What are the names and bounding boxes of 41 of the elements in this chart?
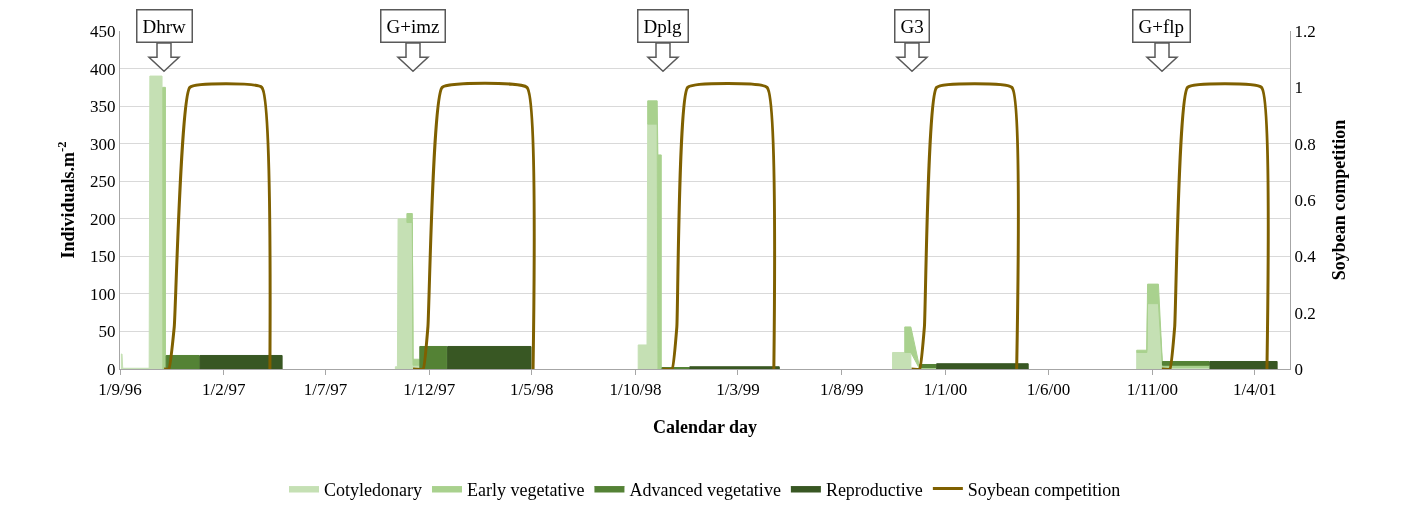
y2-tick-label: 0.8 <box>1294 134 1316 154</box>
x-tick-label: 1/5/98 <box>509 380 554 400</box>
x-tick-label: 1/3/99 <box>716 380 760 400</box>
legend-label: Reproductive <box>825 479 923 500</box>
x-tick-label: 1/6/00 <box>1026 380 1071 400</box>
annotation: Dhrw <box>142 15 187 37</box>
annotation: Dplg <box>643 15 682 37</box>
legend-label: Advanced vegetative <box>629 479 781 500</box>
y2-tick-label: 0 <box>1294 359 1303 379</box>
annotation: G+flp <box>1138 15 1185 37</box>
y-tick-label: 250 <box>90 172 116 192</box>
x-tick-label: 1/4/01 <box>1233 380 1277 400</box>
y2-tick-label: 0.2 <box>1294 303 1316 323</box>
y-tick-label: 400 <box>90 59 116 79</box>
y-tick-label: 450 <box>90 21 116 41</box>
y-tick-label: 150 <box>90 247 116 267</box>
annotation: G3 <box>900 15 924 37</box>
y-tick-label: 200 <box>90 209 116 229</box>
x-tick-label: 1/1/00 <box>923 380 968 400</box>
y2-tick-label: 1.2 <box>1294 21 1316 41</box>
x-tick-label: 1/11/00 <box>1126 380 1178 400</box>
x-tick-label: 1/10/98 <box>609 380 662 400</box>
y-tick-label: 100 <box>90 284 116 304</box>
x-tick-label: 1/12/97 <box>403 380 456 400</box>
y2-tick-label: 1 <box>1294 78 1303 98</box>
legend-label: Cotyledonary <box>324 479 422 500</box>
y-tick-label: 350 <box>90 97 116 117</box>
annotation: G+imz <box>386 15 440 37</box>
x-axis-title: Calendar day <box>652 417 758 437</box>
x-tick-label: 1/9/96 <box>98 380 142 400</box>
x-tick-label: 1/2/97 <box>202 380 246 400</box>
y2-axis-title: Soybean competition <box>1329 119 1349 281</box>
legend-label: Soybean competition <box>967 479 1121 500</box>
y-tick-label: 300 <box>90 134 116 154</box>
x-tick-label: 1/7/97 <box>303 380 348 400</box>
y-tick-label: 0 <box>107 359 116 379</box>
x-tick-label: 1/8/99 <box>819 380 864 400</box>
y2-tick-label: 0.6 <box>1294 190 1316 210</box>
y2-tick-label: 0.4 <box>1294 247 1317 267</box>
legend-label: Early vegetative <box>466 479 585 500</box>
y-tick-label: 50 <box>98 322 116 342</box>
